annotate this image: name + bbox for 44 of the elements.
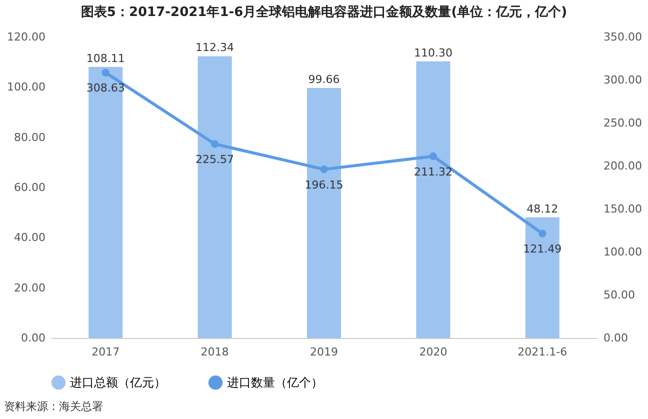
y-tick-label: 100.00 xyxy=(7,80,46,94)
y2-tick-label: 200.00 xyxy=(604,160,642,172)
data-label: 48.12 xyxy=(526,202,558,216)
text: 资料来源：海关总署 xyxy=(4,400,103,414)
y2-tick-label: 250.00 xyxy=(604,116,642,130)
point xyxy=(538,230,546,238)
x-tick-label: 2018 xyxy=(200,346,229,358)
data-label: 110.30 xyxy=(414,46,452,60)
data-label: 308.63 xyxy=(86,82,125,95)
x-tick-label: 2021.1-6 xyxy=(518,346,568,358)
data-label: 121.49 xyxy=(523,242,562,256)
x-tick-label: 2020 xyxy=(419,346,448,358)
point xyxy=(429,152,438,160)
chart-title: 图表5：2017-2021年1-6月全球铝电解电容器进口金额及数量(单位：亿元，亿个) xyxy=(80,4,568,20)
data-label: 196.15 xyxy=(304,178,344,192)
y2-tick-label: 150.00 xyxy=(604,202,642,216)
y-tick-label: 60.00 xyxy=(14,181,46,194)
data-label: 108.11 xyxy=(86,52,125,65)
y2-tick-label: 350.00 xyxy=(604,30,642,44)
bar xyxy=(198,56,232,338)
data-label: 225.57 xyxy=(196,153,234,166)
y-tick-label: 0.00 xyxy=(21,332,46,344)
x-tick-label: 2017 xyxy=(92,346,120,358)
x-tick-label: 2019 xyxy=(310,346,338,358)
point xyxy=(320,165,328,174)
y-tick-label: 40.00 xyxy=(14,231,46,244)
y2-tick-label: 300.00 xyxy=(604,74,642,86)
bar xyxy=(416,61,450,338)
data-label: 99.66 xyxy=(308,73,340,86)
point xyxy=(210,140,219,148)
y-tick-label: 120.00 xyxy=(7,30,46,44)
data-label: 211.32 xyxy=(414,165,452,178)
bar xyxy=(88,66,123,338)
data-label: 112.34 xyxy=(196,41,234,54)
legend-label: 进口总额（亿元） xyxy=(70,376,166,390)
bar xyxy=(307,88,341,338)
y2-tick-label: 100.00 xyxy=(604,246,642,258)
y-tick-label: 80.00 xyxy=(14,130,46,144)
y2-tick-label: 50.00 xyxy=(604,288,635,302)
point xyxy=(102,68,110,76)
y-tick-label: 20.00 xyxy=(14,281,46,294)
legend-label: 进口数量（亿个） xyxy=(227,376,323,390)
y2-tick-label: 0.00 xyxy=(604,332,628,344)
bar xyxy=(525,217,560,338)
